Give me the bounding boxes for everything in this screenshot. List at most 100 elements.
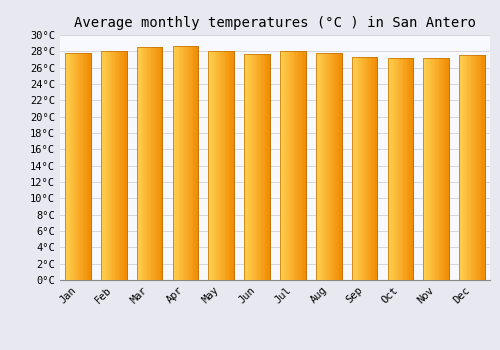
Bar <box>364 57 366 280</box>
Bar <box>322 53 324 280</box>
Bar <box>247 54 248 280</box>
Bar <box>140 47 142 280</box>
Bar <box>183 47 184 280</box>
Bar <box>73 53 74 280</box>
Bar <box>424 58 449 280</box>
Bar <box>230 51 232 280</box>
Bar <box>468 55 469 280</box>
Bar <box>233 51 234 280</box>
Bar <box>261 54 262 280</box>
Bar <box>460 55 462 280</box>
Bar <box>477 55 478 280</box>
Bar <box>482 55 484 280</box>
Bar <box>280 51 281 280</box>
Bar <box>471 55 472 280</box>
Bar <box>232 51 233 280</box>
Bar <box>156 47 158 280</box>
Bar <box>318 53 320 280</box>
Bar <box>138 47 140 280</box>
Bar <box>284 51 285 280</box>
Bar <box>268 54 270 280</box>
Bar <box>431 58 432 280</box>
Bar <box>375 57 376 280</box>
Bar <box>214 51 215 280</box>
Bar <box>244 54 270 280</box>
Bar <box>176 47 178 280</box>
Bar <box>84 53 86 280</box>
Bar <box>470 55 471 280</box>
Bar <box>74 53 76 280</box>
Bar <box>298 51 300 280</box>
Bar <box>224 51 225 280</box>
Bar <box>427 58 428 280</box>
Bar <box>367 57 368 280</box>
Bar <box>390 58 392 280</box>
Bar <box>65 53 66 280</box>
Bar <box>83 53 84 280</box>
Bar <box>316 53 317 280</box>
Bar <box>297 51 298 280</box>
Bar <box>292 51 293 280</box>
Bar <box>332 53 334 280</box>
Bar <box>296 51 297 280</box>
Bar <box>388 58 413 280</box>
Bar <box>352 57 378 280</box>
Bar <box>459 55 485 280</box>
Bar <box>101 51 102 280</box>
Bar <box>339 53 340 280</box>
Bar <box>282 51 284 280</box>
Bar <box>253 54 254 280</box>
Bar <box>90 53 91 280</box>
Bar <box>154 47 156 280</box>
Bar <box>439 58 440 280</box>
Bar <box>120 51 122 280</box>
Bar <box>374 57 375 280</box>
Bar <box>266 54 268 280</box>
Bar <box>316 53 342 280</box>
Bar <box>396 58 398 280</box>
Bar <box>466 55 467 280</box>
Bar <box>336 53 338 280</box>
Bar <box>398 58 399 280</box>
Bar <box>426 58 427 280</box>
Bar <box>481 55 482 280</box>
Bar <box>65 53 91 280</box>
Bar <box>304 51 306 280</box>
Bar <box>408 58 410 280</box>
Bar <box>114 51 115 280</box>
Bar <box>280 51 306 280</box>
Bar <box>172 47 174 280</box>
Bar <box>329 53 330 280</box>
Bar <box>410 58 412 280</box>
Bar <box>252 54 253 280</box>
Bar <box>478 55 480 280</box>
Bar <box>101 51 126 280</box>
Bar <box>218 51 220 280</box>
Bar <box>356 57 357 280</box>
Bar <box>220 51 221 280</box>
Bar <box>358 57 360 280</box>
Bar <box>370 57 371 280</box>
Bar <box>88 53 90 280</box>
Bar <box>210 51 211 280</box>
Bar <box>376 57 378 280</box>
Bar <box>208 51 234 280</box>
Bar <box>338 53 339 280</box>
Bar <box>136 47 162 280</box>
Bar <box>192 47 193 280</box>
Bar <box>182 47 183 280</box>
Bar <box>194 47 196 280</box>
Bar <box>368 57 370 280</box>
Bar <box>476 55 477 280</box>
Bar <box>122 51 123 280</box>
Bar <box>392 58 394 280</box>
Bar <box>334 53 335 280</box>
Bar <box>66 53 68 280</box>
Bar <box>258 54 260 280</box>
Bar <box>80 53 82 280</box>
Bar <box>442 58 444 280</box>
Bar <box>353 57 354 280</box>
Bar <box>193 47 194 280</box>
Bar <box>102 51 104 280</box>
Bar <box>86 53 87 280</box>
